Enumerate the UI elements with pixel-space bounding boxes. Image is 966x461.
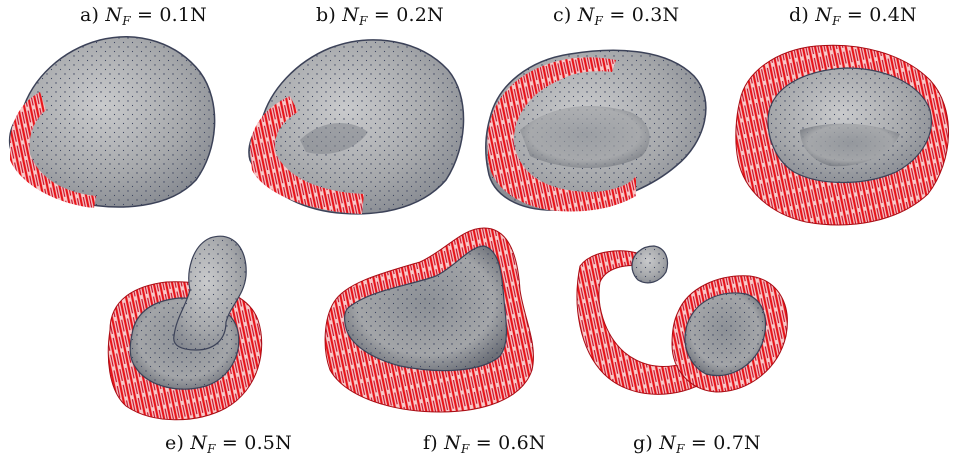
caption-g: g) NF = 0.7N [633, 432, 761, 456]
caption-e: e) NF = 0.5N [165, 432, 292, 456]
caption-c: c) NF = 0.3N [553, 4, 680, 28]
caption-a: a) NF = 0.1N [80, 4, 208, 28]
caption-f: f) NF = 0.6N [423, 432, 546, 456]
caption-d: d) NF = 0.4N [789, 4, 917, 28]
caption-b: b) NF = 0.2N [316, 4, 444, 28]
